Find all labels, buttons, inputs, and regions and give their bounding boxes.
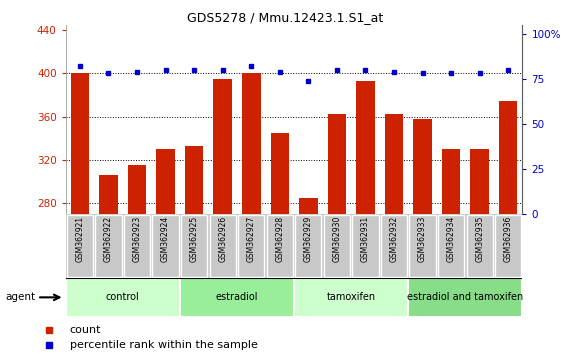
Text: estradiol and tamoxifen: estradiol and tamoxifen (407, 292, 524, 302)
FancyBboxPatch shape (324, 216, 350, 276)
Bar (99, 175, 118, 214)
Bar (471, 149, 489, 214)
FancyBboxPatch shape (210, 216, 236, 276)
Bar (299, 198, 317, 214)
Text: GSM362933: GSM362933 (418, 216, 427, 262)
FancyBboxPatch shape (181, 216, 207, 276)
FancyBboxPatch shape (238, 216, 264, 276)
Text: agent: agent (6, 292, 36, 302)
Text: GSM362922: GSM362922 (104, 216, 113, 262)
Bar (294, 278, 408, 317)
Bar (214, 79, 232, 214)
Bar (242, 74, 260, 214)
FancyBboxPatch shape (438, 216, 464, 276)
FancyBboxPatch shape (381, 216, 407, 276)
Text: GSM362932: GSM362932 (389, 216, 399, 262)
FancyBboxPatch shape (495, 216, 521, 276)
Text: GSM362934: GSM362934 (447, 216, 456, 262)
Bar (385, 114, 403, 214)
Bar (408, 278, 522, 317)
Bar (128, 165, 146, 214)
Text: GDS5278 / Mmu.12423.1.S1_at: GDS5278 / Mmu.12423.1.S1_at (187, 11, 384, 24)
Text: GSM362936: GSM362936 (504, 216, 513, 262)
Bar (356, 81, 375, 214)
Bar (442, 149, 460, 214)
Text: GSM362925: GSM362925 (190, 216, 199, 262)
Bar (66, 278, 180, 317)
Text: GSM362935: GSM362935 (475, 216, 484, 262)
FancyBboxPatch shape (409, 216, 436, 276)
Bar (271, 133, 289, 214)
Text: GSM362921: GSM362921 (75, 216, 85, 262)
FancyBboxPatch shape (152, 216, 179, 276)
Text: count: count (70, 325, 101, 335)
Bar (156, 149, 175, 214)
Text: GSM362923: GSM362923 (132, 216, 142, 262)
FancyBboxPatch shape (352, 216, 379, 276)
Text: GSM362930: GSM362930 (332, 216, 341, 262)
Bar (328, 114, 346, 214)
Text: estradiol: estradiol (216, 292, 258, 302)
Text: percentile rank within the sample: percentile rank within the sample (70, 339, 258, 350)
FancyBboxPatch shape (124, 216, 150, 276)
Text: GSM362926: GSM362926 (218, 216, 227, 262)
Bar (413, 119, 432, 214)
Bar (71, 74, 89, 214)
Text: GSM362929: GSM362929 (304, 216, 313, 262)
FancyBboxPatch shape (467, 216, 493, 276)
Text: GSM362931: GSM362931 (361, 216, 370, 262)
Text: GSM362927: GSM362927 (247, 216, 256, 262)
Text: GSM362928: GSM362928 (275, 216, 284, 262)
Bar (499, 101, 517, 214)
FancyBboxPatch shape (295, 216, 321, 276)
FancyBboxPatch shape (67, 216, 93, 276)
FancyBboxPatch shape (267, 216, 293, 276)
Text: GSM362924: GSM362924 (161, 216, 170, 262)
Bar (185, 146, 203, 214)
Bar (180, 278, 294, 317)
FancyBboxPatch shape (95, 216, 122, 276)
Text: tamoxifen: tamoxifen (327, 292, 376, 302)
Text: control: control (106, 292, 140, 302)
